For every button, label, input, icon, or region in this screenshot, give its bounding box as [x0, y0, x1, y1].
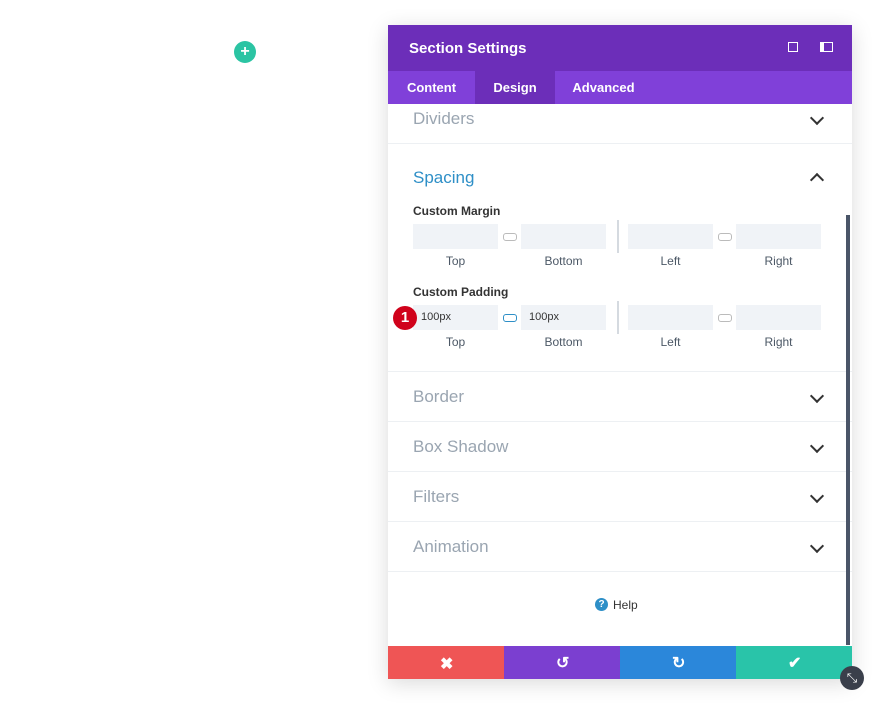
section-toggle[interactable]: Box Shadow [413, 437, 509, 456]
link-icon[interactable] [718, 314, 732, 322]
divider [388, 371, 852, 372]
undo-button[interactable]: ↺ [504, 646, 620, 679]
add-button[interactable]: + [234, 41, 256, 63]
tab-bar: Content Design Advanced [388, 71, 852, 104]
input-caption: Top [445, 254, 466, 268]
text-input[interactable]: 100px [413, 305, 498, 330]
chevron [809, 438, 825, 454]
chevron [809, 538, 825, 554]
section-toggle[interactable]: Animation [413, 537, 489, 556]
text-input[interactable]: 100px [521, 305, 606, 330]
input-caption: Right [764, 335, 793, 349]
redo-button[interactable]: ↻ [620, 646, 736, 679]
discard-button[interactable]: ✖ [388, 646, 504, 679]
input-caption: Top [445, 335, 466, 349]
divider [388, 471, 852, 472]
settings-panel: Section Settings Content Design Advanced… [388, 25, 852, 679]
divider [388, 421, 852, 422]
input-caption: Left [660, 254, 681, 268]
link-icon[interactable] [503, 233, 517, 241]
scrollbar[interactable] [846, 215, 850, 645]
text-input[interactable] [736, 305, 821, 330]
save-button[interactable]: ✔ [736, 646, 852, 679]
link-icon[interactable] [503, 314, 517, 322]
separator [617, 220, 619, 253]
chevron [809, 172, 825, 188]
field-label: Custom Margin [413, 204, 501, 218]
section-toggle[interactable]: Dividers [413, 109, 475, 128]
input-caption: Right [764, 254, 793, 268]
section-toggle[interactable]: Filters [413, 487, 460, 506]
field-label: Custom Padding [413, 285, 509, 299]
tab[interactable]: Advanced [572, 80, 635, 95]
divider [388, 571, 852, 572]
tab-active[interactable]: Design [475, 71, 555, 104]
panel-header: Section Settings [388, 25, 852, 71]
text-input[interactable] [521, 224, 606, 249]
tab[interactable]: Content [406, 80, 457, 95]
help-link[interactable]: Help [613, 598, 638, 612]
chevron [809, 488, 825, 504]
fullscreen-icon[interactable] [788, 42, 798, 52]
divider [388, 521, 852, 522]
text-input[interactable] [628, 224, 713, 249]
help-icon: ? [595, 598, 608, 611]
input-caption: Bottom [544, 254, 583, 268]
section-toggle[interactable]: Border [413, 387, 465, 406]
panel-title: Section Settings [409, 40, 527, 57]
input-caption: Left [660, 335, 681, 349]
separator [617, 301, 619, 334]
text-input[interactable] [736, 224, 821, 249]
chevron [809, 110, 825, 126]
step-badge: 1 [393, 306, 417, 330]
split-icon[interactable] [820, 42, 833, 52]
link-icon[interactable] [718, 233, 732, 241]
divider [388, 143, 852, 144]
text-input[interactable] [413, 224, 498, 249]
chevron [809, 388, 825, 404]
section-toggle[interactable]: Spacing [413, 168, 475, 187]
text-input[interactable] [628, 305, 713, 330]
resize-handle[interactable]: ⤡ [840, 666, 864, 690]
input-caption: Bottom [544, 335, 583, 349]
